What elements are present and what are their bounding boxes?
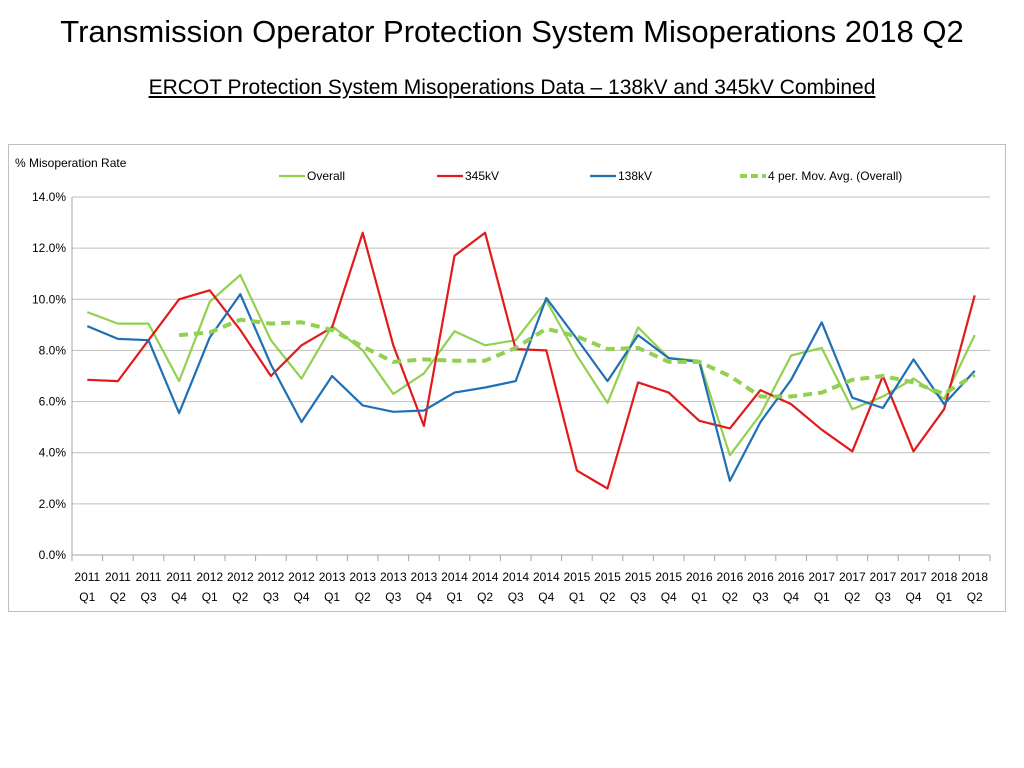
gridlines bbox=[72, 196, 990, 556]
y-tick-label: 8.0% bbox=[39, 343, 67, 357]
y-axis: 0.0% 2.0% 4.0% 6.0% 8.0% 10.0% 12.0% 14.0% bbox=[32, 190, 73, 562]
x-tick-label-quarter: Q1 bbox=[569, 590, 585, 604]
x-tick-label-quarter: Q2 bbox=[232, 590, 248, 604]
y-tick-label: 2.0% bbox=[39, 497, 67, 511]
x-tick-label-year: 2015 bbox=[594, 570, 621, 584]
series-line-4-per-mov-avg-overall bbox=[178, 317, 976, 399]
x-tick-label-quarter: Q2 bbox=[722, 590, 738, 604]
x-tick-label-quarter: Q4 bbox=[416, 590, 432, 604]
x-tick-label-quarter: Q1 bbox=[936, 590, 952, 604]
x-tick-label-year: 2015 bbox=[564, 570, 591, 584]
x-tick-label-year: 2016 bbox=[778, 570, 805, 584]
line-chart: 0.0% 2.0% 4.0% 6.0% 8.0% 10.0% 12.0% 14.0% 2011… bbox=[15, 156, 991, 604]
y-axis-label: % Misoperation Rate bbox=[15, 156, 127, 170]
x-tick-label-quarter: Q1 bbox=[202, 590, 218, 604]
x-tick-label-year: 2011 bbox=[166, 570, 192, 584]
x-tick-label-quarter: Q2 bbox=[599, 590, 615, 604]
x-tick-label-year: 2015 bbox=[625, 570, 652, 584]
x-tick-label-quarter: Q4 bbox=[783, 590, 799, 604]
x-tick-label-quarter: Q1 bbox=[324, 590, 340, 604]
x-tick-label-year: 2017 bbox=[870, 570, 897, 584]
y-tick-label: 6.0% bbox=[39, 395, 67, 409]
x-tick-label-quarter: Q2 bbox=[110, 590, 126, 604]
series-lines bbox=[86, 231, 976, 490]
y-tick-label: 10.0% bbox=[32, 292, 66, 306]
series-line-345kv bbox=[87, 231, 976, 490]
x-tick-label-quarter: Q1 bbox=[691, 590, 707, 604]
x-tick-label-year: 2011 bbox=[136, 570, 162, 584]
legend-label: 345kV bbox=[465, 169, 499, 183]
x-tick-label-year: 2013 bbox=[380, 570, 407, 584]
x-tick-label-quarter: Q2 bbox=[477, 590, 493, 604]
x-tick-label-year: 2014 bbox=[441, 570, 468, 584]
x-tick-label-year: 2013 bbox=[411, 570, 438, 584]
x-tick-label-year: 2017 bbox=[839, 570, 866, 584]
x-tick-label-quarter: Q1 bbox=[446, 590, 462, 604]
legend-label: Overall bbox=[307, 169, 345, 183]
x-tick-label-year: 2013 bbox=[319, 570, 346, 584]
chart-subtitle-text: ERCOT Protection System Misoperations Da… bbox=[148, 76, 876, 99]
series-line-overall bbox=[86, 273, 976, 457]
x-tick-label-quarter: Q3 bbox=[508, 590, 524, 604]
x-axis: 2011 Q1 2011 Q2 2011 Q3 2011 Q4 2012 Q1 2012 Q2 2012… bbox=[71, 555, 991, 604]
x-tick-label-year: 2011 bbox=[105, 570, 131, 584]
x-tick-label-quarter: Q4 bbox=[905, 590, 921, 604]
x-tick-label-year: 2014 bbox=[502, 570, 529, 584]
x-tick-label-year: 2018 bbox=[961, 570, 988, 584]
x-tick-label-quarter: Q4 bbox=[538, 590, 554, 604]
x-tick-label-quarter: Q3 bbox=[263, 590, 279, 604]
x-tick-label-quarter: Q2 bbox=[355, 590, 371, 604]
x-tick-label-quarter: Q4 bbox=[171, 590, 187, 604]
x-tick-label-quarter: Q3 bbox=[752, 590, 768, 604]
x-tick-label-year: 2013 bbox=[349, 570, 376, 584]
x-tick-label-quarter: Q4 bbox=[661, 590, 677, 604]
y-tick-label: 12.0% bbox=[32, 241, 66, 255]
y-tick-label: 4.0% bbox=[39, 446, 67, 460]
chart-subtitle: ERCOT Protection System Misoperations Da… bbox=[0, 76, 1024, 100]
x-tick-label-year: 2014 bbox=[533, 570, 560, 584]
x-tick-label-year: 2012 bbox=[196, 570, 223, 584]
legend-label: 138kV bbox=[618, 169, 652, 183]
x-tick-label-year: 2016 bbox=[686, 570, 713, 584]
x-tick-label-year: 2012 bbox=[227, 570, 254, 584]
y-tick-label: 14.0% bbox=[32, 190, 66, 204]
x-tick-label-quarter: Q3 bbox=[140, 590, 156, 604]
x-tick-label-quarter: Q3 bbox=[875, 590, 891, 604]
x-tick-label-year: 2014 bbox=[472, 570, 499, 584]
x-tick-label-year: 2011 bbox=[74, 570, 100, 584]
x-tick-label-year: 2018 bbox=[931, 570, 958, 584]
x-tick-label-quarter: Q1 bbox=[814, 590, 830, 604]
x-tick-label-quarter: Q4 bbox=[293, 590, 309, 604]
legend-label: 4 per. Mov. Avg. (Overall) bbox=[768, 169, 902, 183]
x-tick-label-year: 2017 bbox=[900, 570, 927, 584]
x-tick-label-quarter: Q3 bbox=[385, 590, 401, 604]
x-tick-label-year: 2016 bbox=[717, 570, 744, 584]
x-tick-label-year: 2012 bbox=[258, 570, 285, 584]
x-tick-label-quarter: Q1 bbox=[79, 590, 95, 604]
chart-title: Transmission Operator Protection System … bbox=[60, 14, 964, 49]
x-tick-label-quarter: Q2 bbox=[844, 590, 860, 604]
x-tick-label-year: 2015 bbox=[655, 570, 682, 584]
chart-frame: 0.0% 2.0% 4.0% 6.0% 8.0% 10.0% 12.0% 14.0% 2011… bbox=[8, 144, 1006, 612]
x-tick-label-quarter: Q3 bbox=[630, 590, 646, 604]
y-tick-label: 0.0% bbox=[39, 548, 67, 562]
x-tick-label-year: 2012 bbox=[288, 570, 315, 584]
x-tick-label-year: 2017 bbox=[808, 570, 835, 584]
legend: Overall 345kV 138kV 4 per. Mov. Avg. (Overa… bbox=[279, 169, 902, 183]
x-tick-label-year: 2016 bbox=[747, 570, 774, 584]
x-tick-label-quarter: Q2 bbox=[967, 590, 983, 604]
